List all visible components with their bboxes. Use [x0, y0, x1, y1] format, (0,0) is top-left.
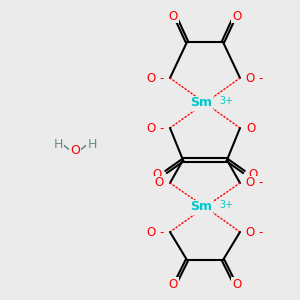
Text: O -: O -: [147, 226, 164, 238]
Text: O: O: [155, 176, 164, 190]
Text: O -: O -: [147, 71, 164, 85]
Text: O -: O -: [246, 71, 263, 85]
Text: O -: O -: [246, 176, 263, 190]
Text: O: O: [248, 167, 257, 181]
Text: Sm: Sm: [190, 200, 212, 214]
Text: O: O: [246, 122, 255, 134]
Text: O: O: [153, 167, 162, 181]
Text: O: O: [168, 10, 178, 22]
Text: H: H: [87, 139, 97, 152]
Text: H: H: [53, 139, 63, 152]
Text: O -: O -: [246, 226, 263, 238]
Text: 3+: 3+: [219, 200, 233, 210]
Text: O: O: [232, 278, 242, 290]
Text: O: O: [232, 10, 242, 22]
Text: O: O: [70, 143, 80, 157]
Text: 3+: 3+: [219, 96, 233, 106]
Text: O: O: [168, 278, 178, 290]
Text: Sm: Sm: [190, 97, 212, 110]
Text: O -: O -: [147, 122, 164, 134]
